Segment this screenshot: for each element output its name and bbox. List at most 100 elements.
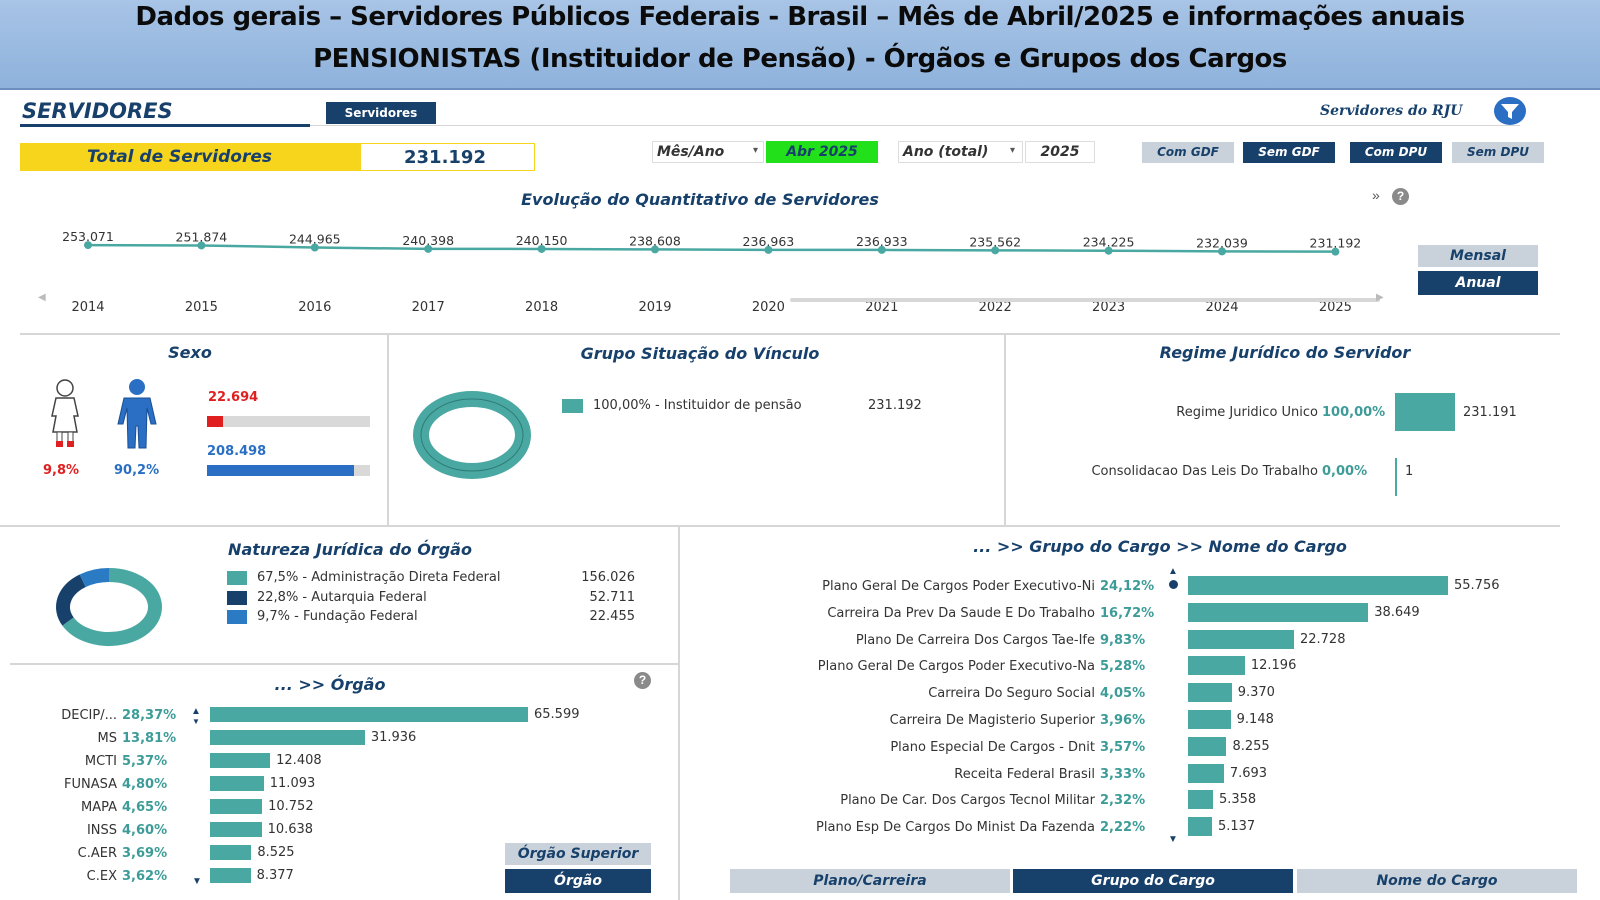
scroll-down-icon[interactable]: ▼	[1168, 834, 1178, 845]
legend-swatch	[227, 610, 247, 624]
cargo-bar[interactable]	[1188, 817, 1212, 837]
cargo-bar[interactable]	[1188, 576, 1448, 595]
regime-bar[interactable]	[1395, 393, 1455, 431]
cargo-bar[interactable]	[1188, 710, 1231, 729]
evolucao-year-label: 2019	[638, 300, 671, 315]
regime-row-pct: 100,00%	[1322, 405, 1386, 420]
filter-icon[interactable]	[1494, 97, 1526, 125]
regime-title: Regime Jurídico do Servidor	[1159, 343, 1411, 362]
natureza-slice[interactable]	[79, 568, 110, 588]
orgao-superior-button[interactable]: Órgão Superior	[505, 843, 651, 865]
com-gdf-button[interactable]: Com GDF	[1142, 142, 1234, 163]
scroll-right-icon[interactable]: ▶	[1376, 292, 1384, 303]
expand-icon[interactable]: »	[1372, 187, 1380, 203]
grupo-cargo-tab[interactable]: Grupo do Cargo	[1013, 869, 1293, 893]
regime-row-value: 231.191	[1463, 405, 1517, 420]
legend-swatch	[227, 591, 247, 605]
ano-total-select[interactable]: Ano (total) ▾	[898, 141, 1023, 163]
natureza-slice[interactable]	[56, 574, 86, 626]
sem-dpu-button[interactable]: Sem DPU	[1452, 142, 1544, 163]
cargo-bar[interactable]	[1188, 656, 1245, 676]
orgao-bar[interactable]	[210, 822, 262, 837]
regime-row-value: 1	[1405, 464, 1414, 479]
evolucao-point[interactable]	[1218, 247, 1226, 256]
chart-scrollbar[interactable]	[790, 298, 1380, 302]
evolucao-point-label: 236.933	[856, 234, 908, 249]
male-pct: 90,2%	[114, 463, 160, 478]
divider	[1004, 335, 1006, 525]
mensal-button[interactable]: Mensal	[1418, 245, 1538, 267]
evolucao-point[interactable]	[991, 246, 1000, 255]
cargo-row-pct: 2,32%	[1100, 793, 1146, 809]
natureza-donut	[56, 568, 162, 646]
evolucao-point[interactable]	[764, 245, 773, 254]
female-icon	[51, 379, 79, 447]
evolucao-point[interactable]	[1331, 247, 1340, 256]
natureza-slice[interactable]	[62, 568, 162, 646]
female-bar	[207, 416, 223, 427]
evolucao-point[interactable]	[537, 244, 546, 253]
mes-ano-value[interactable]: Abr 2025	[766, 141, 878, 163]
orgao-row-value: 11.093	[269, 776, 316, 791]
evolucao-point[interactable]	[197, 241, 206, 250]
evolucao-point[interactable]	[651, 245, 659, 254]
evolucao-point[interactable]	[84, 241, 92, 250]
cargo-bar[interactable]	[1188, 629, 1294, 649]
evolucao-point-label: 251.874	[176, 229, 228, 244]
servidores-tab[interactable]: Servidores	[326, 102, 436, 124]
evolucao-title: Evolução do Quantitativo de Servidores	[521, 190, 879, 209]
orgao-bar[interactable]	[210, 845, 252, 860]
orgao-row-pct: 13,81%	[122, 731, 177, 746]
evolucao-point[interactable]	[1104, 246, 1113, 255]
sexo-title: Sexo	[168, 343, 212, 362]
orgao-title: ... >> Órgão	[274, 675, 386, 694]
sort-up-icon[interactable]: ▲	[1168, 566, 1178, 577]
cargo-row-pct: 3,96%	[1100, 713, 1146, 728]
regime-row-label: Regime Juridico Unico	[1176, 405, 1318, 420]
orgao-bar[interactable]	[210, 868, 251, 883]
cargo-bar[interactable]	[1188, 790, 1213, 810]
cargo-bar[interactable]	[1188, 736, 1227, 756]
vinculo-title: Grupo Situação do Vínculo	[580, 344, 820, 363]
evolucao-point[interactable]	[424, 244, 433, 253]
orgao-bar[interactable]	[210, 776, 264, 791]
com-dpu-button[interactable]: Com DPU	[1350, 142, 1442, 163]
orgao-bar[interactable]	[210, 730, 365, 745]
regime-bar[interactable]	[1395, 458, 1397, 496]
cargo-bar[interactable]	[1188, 763, 1224, 783]
help-icon[interactable]: ?	[634, 672, 651, 689]
cargo-bar[interactable]	[1188, 683, 1232, 703]
male-icon	[117, 379, 157, 449]
rju-label: Servidores do RJU	[1320, 103, 1463, 119]
nome-cargo-tab[interactable]: Nome do Cargo	[1297, 869, 1577, 893]
evolucao-point[interactable]	[877, 245, 886, 254]
evolucao-point-label: 232.039	[1196, 235, 1248, 250]
evolucao-point-label: 236.963	[743, 234, 795, 249]
ano-total-value[interactable]: 2025	[1025, 141, 1095, 163]
cargo-bar[interactable]	[1188, 602, 1369, 622]
orgao-row-pct: 3,69%	[122, 846, 168, 861]
sort-up-icon[interactable]: ▲	[191, 706, 201, 717]
mes-ano-select[interactable]: Mês/Ano ▾	[652, 141, 764, 163]
orgao-button[interactable]: Órgão	[505, 869, 651, 893]
orgao-bar[interactable]	[210, 753, 271, 768]
help-icon[interactable]: ?	[1392, 188, 1409, 205]
scroll-down-icon[interactable]: ▼	[192, 876, 202, 887]
cargo-row-value: 5.358	[1218, 792, 1257, 808]
sort-down-icon[interactable]: ▼	[192, 717, 200, 726]
evolucao-point[interactable]	[310, 243, 319, 252]
sem-gdf-button[interactable]: Sem GDF	[1243, 142, 1335, 163]
cargo-row-label: Carreira De Magisterio Superior	[889, 713, 1095, 728]
orgao-bar[interactable]	[210, 707, 528, 722]
orgao-bar[interactable]	[210, 799, 263, 814]
evolucao-year-label: 2023	[1092, 300, 1125, 315]
scroll-handle[interactable]	[1169, 580, 1178, 589]
page-banner: Dados gerais – Servidores Públicos Feder…	[0, 0, 1600, 90]
anual-button[interactable]: Anual	[1418, 271, 1538, 295]
evolucao-year-label: 2020	[752, 300, 785, 315]
orgao-row-label: FUNASA	[64, 777, 117, 792]
cargo-row-label: Carreira Do Seguro Social	[928, 686, 1095, 702]
scroll-left-icon[interactable]: ◀	[38, 292, 46, 303]
evolucao-point-label: 238.608	[629, 233, 681, 248]
plano-carreira-tab[interactable]: Plano/Carreira	[730, 869, 1010, 893]
